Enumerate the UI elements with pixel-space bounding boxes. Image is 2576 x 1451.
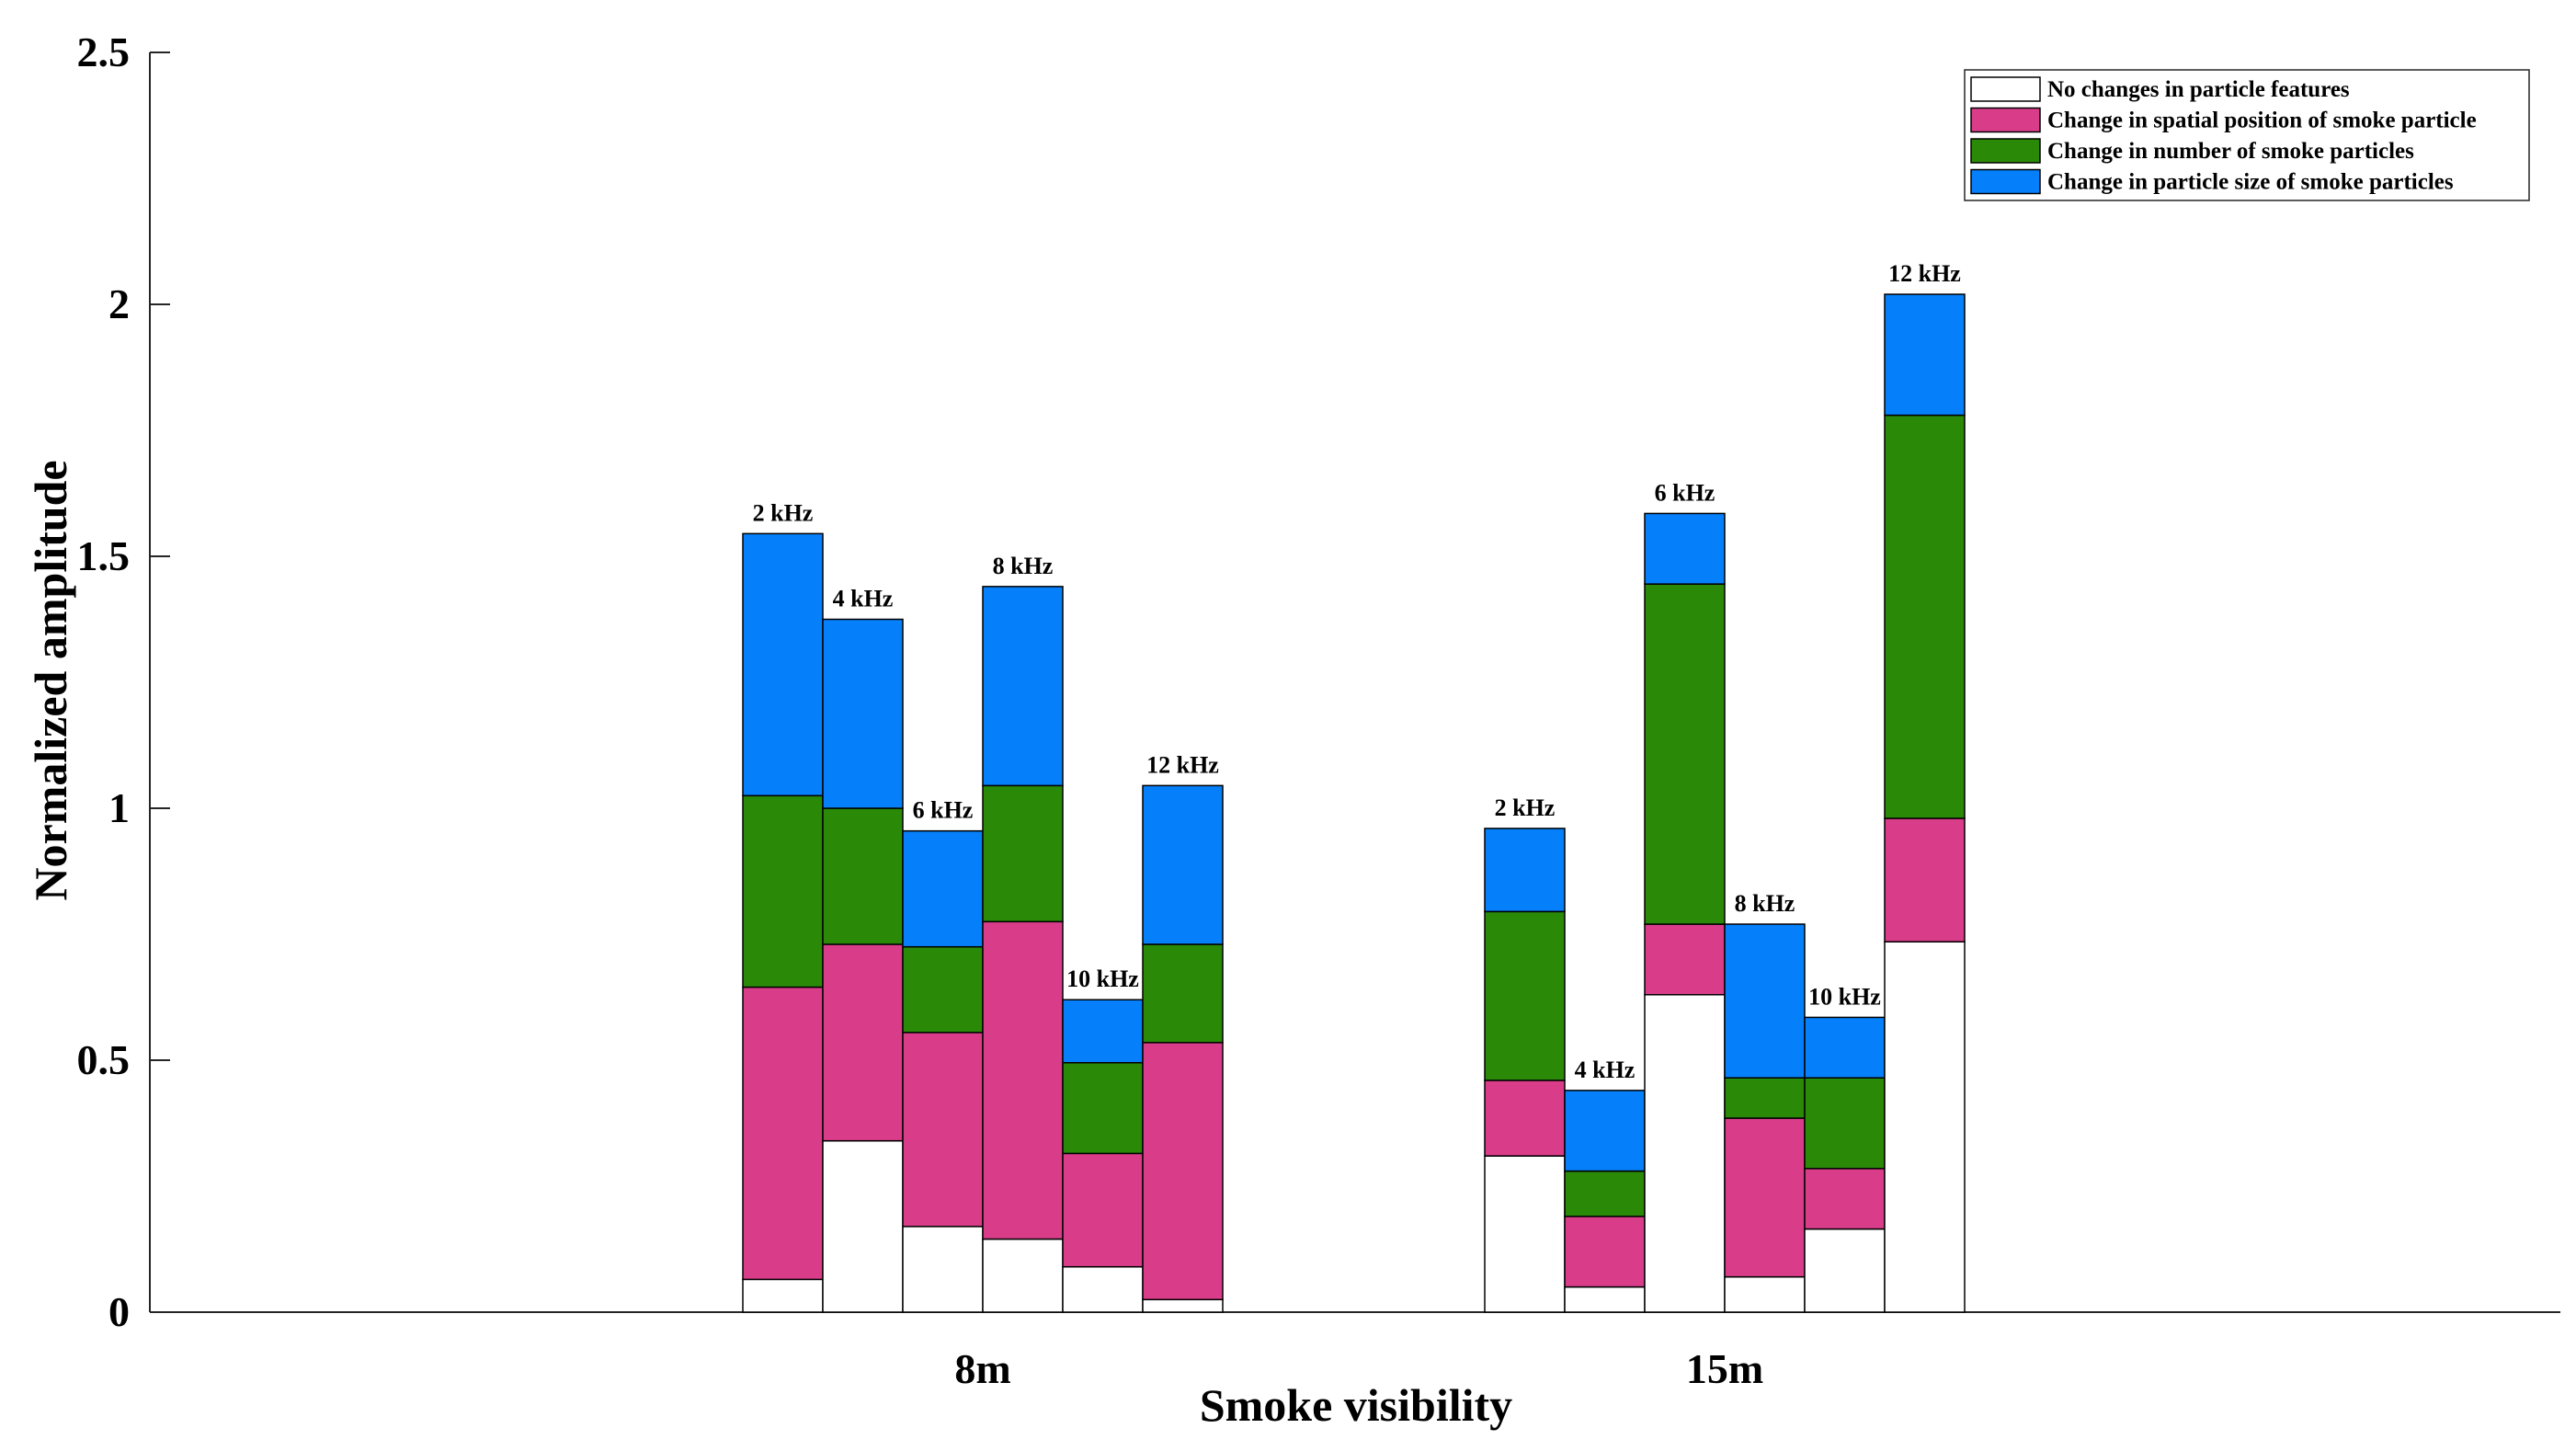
bar-frequency-label: 4 kHz <box>1575 1057 1636 1083</box>
legend: No changes in particle features Change in… <box>1964 69 2530 201</box>
bar-frequency-label: 12 kHz <box>1146 751 1219 778</box>
bar-segment <box>1724 1275 1806 1313</box>
bar-segment <box>1564 1090 1646 1172</box>
legend-label: Change in number of smoke particles <box>2047 139 2414 164</box>
bar-segment <box>902 945 984 1034</box>
legend-box <box>1964 69 2530 201</box>
x-axis-title: Smoke visibility <box>1200 1379 1512 1431</box>
bar-segment <box>1804 1228 1886 1313</box>
bar-segment <box>1484 1155 1566 1313</box>
y-tick-label: 2.5 <box>77 29 131 75</box>
bar-frequency-label: 6 kHz <box>1655 479 1715 506</box>
bar-segment <box>982 920 1064 1240</box>
bar-segment <box>1804 1077 1886 1170</box>
bar-frequency-label: 10 kHz <box>1808 983 1881 1010</box>
bar-segment <box>822 618 904 809</box>
y-tick-label: 0.5 <box>77 1036 131 1083</box>
bar-segment <box>742 794 824 988</box>
bar-segment <box>822 1139 904 1313</box>
bar-segment <box>1644 923 1726 996</box>
bar-segment <box>1484 828 1566 913</box>
bar-segment <box>1804 1168 1886 1230</box>
y-tick-label: 1 <box>108 784 130 831</box>
bar-segment <box>1564 1170 1646 1217</box>
bar-segment <box>742 532 824 797</box>
bar-segment <box>1484 910 1566 1081</box>
bar-segment <box>1724 1077 1806 1119</box>
bar-segment <box>1062 999 1144 1064</box>
x-tick-label: 15m <box>1686 1345 1763 1392</box>
bar-segment <box>1724 923 1806 1079</box>
bar-frequency-label: 10 kHz <box>1066 965 1139 992</box>
bar-frequency-label: 2 kHz <box>1495 794 1556 821</box>
bar-segment <box>742 986 824 1281</box>
bar-segment <box>1884 414 1966 819</box>
bar-segment <box>822 807 904 945</box>
bar-segment <box>902 1226 984 1313</box>
bar-segment <box>1644 512 1726 585</box>
bar-segment <box>1142 784 1224 945</box>
bar-segment <box>1142 1042 1224 1301</box>
bar-segment <box>1724 1117 1806 1278</box>
bar-segment <box>1062 1152 1144 1268</box>
y-axis-title: Normalized amplitude <box>25 460 76 900</box>
legend-swatch <box>1970 107 2041 133</box>
bar-frequency-label: 8 kHz <box>993 553 1054 579</box>
y-tick-label: 2 <box>108 280 130 327</box>
bar-segment <box>1884 817 1966 943</box>
bar-segment <box>1804 1016 1886 1079</box>
bar-segment <box>1062 1061 1144 1155</box>
bars <box>742 293 1966 1313</box>
bar-segment <box>982 586 1064 787</box>
bar-segment <box>1644 994 1726 1313</box>
bar-segment <box>1062 1265 1144 1313</box>
bar-segment <box>1884 293 1966 417</box>
bar-frequency-label: 4 kHz <box>833 586 894 612</box>
y-tick-label: 0 <box>108 1288 130 1335</box>
legend-label: No changes in particle features <box>2047 77 2350 102</box>
bar-segment <box>1564 1285 1646 1313</box>
y-tick-label: 1.5 <box>77 532 131 579</box>
bar-segment <box>1884 941 1966 1313</box>
bar-frequency-label: 12 kHz <box>1888 260 1961 287</box>
axes: 0 0.5 1 1.5 2 2.5 8m 15m <box>77 29 2560 1392</box>
bar-segment <box>1644 583 1726 925</box>
bar-segment <box>1484 1080 1566 1157</box>
legend-label: Change in spatial position of smoke part… <box>2047 109 2477 133</box>
legend-swatch <box>1970 76 2041 102</box>
bar-segment <box>1564 1216 1646 1288</box>
bar-segment <box>902 829 984 948</box>
bar-frequency-label: 8 kHz <box>1735 890 1795 917</box>
bar-segment <box>822 943 904 1142</box>
bar-segment <box>742 1278 824 1313</box>
bar-frequency-label: 6 kHz <box>913 797 974 824</box>
bar-segment <box>982 784 1064 923</box>
legend-swatch <box>1970 168 2041 195</box>
x-tick-label: 8m <box>954 1345 1010 1392</box>
bar-frequency-label: 2 kHz <box>753 499 814 526</box>
legend-swatch <box>1970 138 2041 164</box>
bar-segment <box>1142 943 1224 1044</box>
bar-labels: 2 kHz 4 kHz 6 kHz 8 kHz 10 kHz 12 kHz 2 kHz 4 k… <box>753 260 1961 1083</box>
bar-segment <box>982 1238 1064 1313</box>
legend-label: Change in particle size of smoke particl… <box>2047 170 2454 195</box>
bar-segment <box>902 1032 984 1228</box>
bar-segment <box>1142 1298 1224 1313</box>
